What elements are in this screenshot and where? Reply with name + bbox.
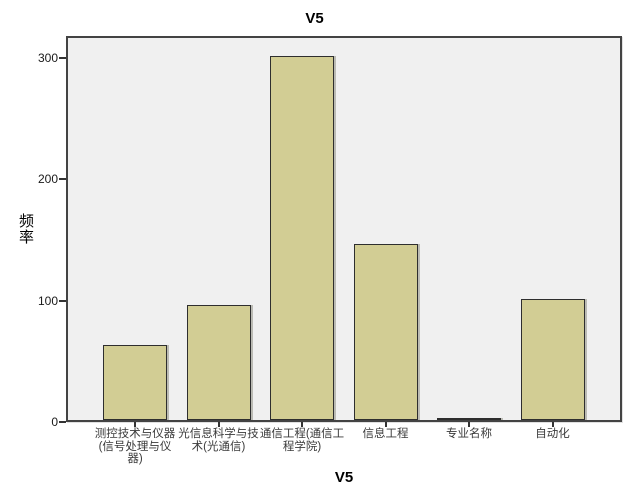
y-axis-title: 频率 [17,213,34,245]
x-category-label-5: 专业名称 [446,428,492,440]
y-tick-mark-300 [59,57,66,59]
x-tick-mark-6 [551,422,554,427]
x-axis-title: V5 [334,469,354,486]
y-tick-mark-200 [59,178,66,181]
y-tick-label-300: 300 [37,51,58,65]
bar-category-1 [103,345,167,420]
plot-area [66,36,622,422]
y-tick-mark-0 [59,421,66,423]
x-tick-mark-2 [217,422,220,427]
x-tick-mark-1 [134,422,136,427]
y-tick-label-200: 200 [37,172,58,187]
x-category-label-4: 信息工程 [362,428,409,440]
chart-title: V5 [305,10,324,27]
x-tick-mark-5 [468,422,470,427]
y-tick-label-0: 0 [51,415,58,429]
bar-category-3 [270,56,334,420]
bar-category-4 [353,244,418,420]
bar-category-5 [437,418,501,420]
bar-category-6 [520,299,585,420]
x-category-label-6: 自动化 [535,428,570,440]
x-tick-mark-3 [301,422,303,427]
x-category-label-1: 测控技术与仪器 (信号处理与仪 器) [94,428,176,465]
x-tick-mark-4 [384,422,387,427]
x-category-label-3: 通信工程(通信工 程学院) [259,428,345,453]
y-tick-mark-100 [59,299,66,302]
bar-category-2 [186,305,251,420]
y-tick-label-100: 100 [37,293,58,308]
x-category-label-2: 光信息科学与技 术(光通信) [178,428,259,453]
